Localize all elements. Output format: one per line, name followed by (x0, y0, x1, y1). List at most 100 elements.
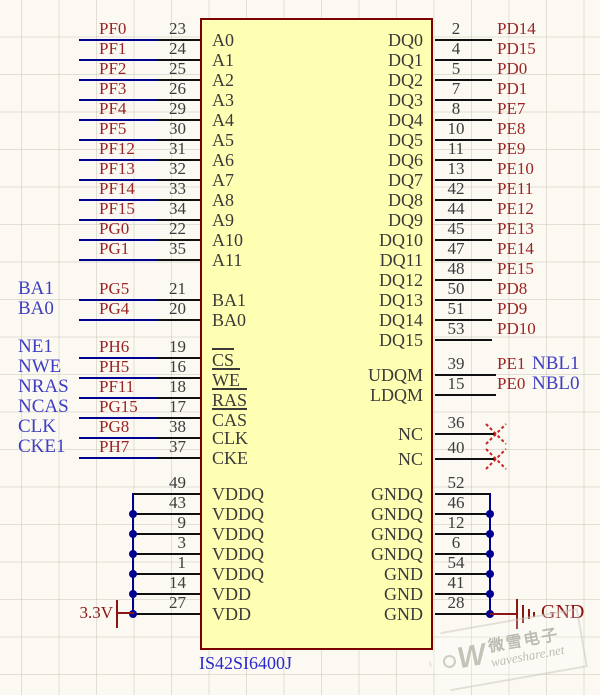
pin-number[interactable]: 7 (451, 79, 461, 98)
pin-number[interactable]: 24 (169, 39, 186, 58)
pin-number[interactable]: 2 (451, 19, 461, 38)
pin-number[interactable]: 35 (169, 239, 186, 258)
net-label-pf4[interactable]: PF4 (99, 99, 127, 118)
wire-pf15[interactable] (79, 219, 159, 221)
net-label-pf14[interactable]: PF14 (99, 179, 135, 198)
pin[interactable] (435, 219, 492, 221)
pin[interactable] (435, 239, 492, 241)
pin-number[interactable]: 14 (169, 573, 186, 592)
pin[interactable] (435, 39, 492, 41)
pin[interactable] (158, 39, 200, 41)
pin-number[interactable]: 38 (169, 417, 186, 436)
port-label-nras[interactable]: NRAS (18, 376, 69, 397)
pin-number[interactable]: 51 (447, 299, 465, 318)
wire-ph5[interactable] (79, 377, 159, 379)
pin-number[interactable]: 45 (447, 219, 465, 238)
pin-number[interactable]: 16 (169, 357, 186, 376)
chip-body[interactable] (200, 18, 433, 650)
pin-number[interactable]: 53 (447, 319, 465, 338)
pin-number[interactable]: 37 (169, 437, 186, 456)
pin-number[interactable]: 12 (447, 513, 465, 532)
pin[interactable] (435, 139, 492, 141)
pin-number[interactable]: 18 (169, 377, 186, 396)
pin-number[interactable]: 17 (169, 397, 186, 416)
pin[interactable] (435, 433, 496, 435)
net-label-pf15[interactable]: PF15 (99, 199, 135, 218)
net-label-pd9[interactable]: PD9 (497, 299, 528, 318)
pin-number[interactable]: 40 (447, 438, 465, 457)
wire-pg4[interactable] (79, 319, 159, 321)
pin-number[interactable]: 33 (169, 179, 186, 198)
pin[interactable] (158, 99, 200, 101)
net-label-pe0[interactable]: PE0 (497, 374, 526, 393)
wire-ph6[interactable] (79, 357, 159, 359)
pin[interactable] (158, 59, 200, 61)
pin-number[interactable]: 47 (447, 239, 465, 258)
pin[interactable] (435, 533, 491, 535)
net-label-pe11[interactable]: PE11 (497, 179, 534, 198)
pin[interactable] (132, 553, 200, 555)
pin-number[interactable]: 44 (447, 199, 465, 218)
pin-number[interactable]: 10 (447, 119, 465, 138)
pin[interactable] (132, 593, 200, 595)
net-label-pf0[interactable]: PF0 (99, 19, 127, 38)
net-label-pd15[interactable]: PD15 (497, 39, 536, 58)
pin[interactable] (158, 179, 200, 181)
pin[interactable] (158, 159, 200, 161)
net-label-pf5[interactable]: PF5 (99, 119, 127, 138)
wire-pf3[interactable] (79, 99, 159, 101)
pin-number[interactable]: 23 (169, 19, 186, 38)
net-label-pf13[interactable]: PF13 (99, 159, 135, 178)
net-label-pg0[interactable]: PG0 (99, 219, 130, 238)
net-label-pf1[interactable]: PF1 (99, 39, 127, 58)
pin-number[interactable]: 8 (451, 99, 461, 118)
pin[interactable] (132, 513, 200, 515)
pin[interactable] (435, 319, 492, 321)
pin[interactable] (158, 357, 200, 359)
net-label-pg15[interactable]: PG15 (99, 397, 138, 416)
pin[interactable] (435, 593, 491, 595)
pin[interactable] (158, 199, 200, 201)
pin-number[interactable]: 22 (169, 219, 186, 238)
wire-ph7[interactable] (79, 457, 159, 459)
pin[interactable] (435, 613, 491, 615)
pin[interactable] (158, 457, 200, 459)
port-label-ba0[interactable]: BA0 (18, 298, 54, 319)
pin-number[interactable]: 25 (169, 59, 186, 78)
pin[interactable] (158, 417, 200, 419)
pin[interactable] (132, 493, 200, 495)
port-label-nwe[interactable]: NWE (18, 356, 62, 377)
net-label-pg5[interactable]: PG5 (99, 279, 130, 298)
pin[interactable] (158, 437, 200, 439)
pin-number[interactable]: 41 (447, 573, 465, 592)
net-label-pf12[interactable]: PF12 (99, 139, 135, 158)
net-label-pe8[interactable]: PE8 (497, 119, 526, 138)
pin-number[interactable]: 39 (447, 354, 465, 373)
pin[interactable] (132, 533, 200, 535)
pin-number[interactable]: 19 (169, 337, 186, 356)
power-gnd-label[interactable]: GND (541, 601, 585, 623)
pin-number[interactable]: 54 (447, 553, 465, 572)
pin-number[interactable]: 4 (451, 39, 461, 58)
pin-number[interactable]: 20 (169, 299, 186, 318)
pin[interactable] (435, 159, 492, 161)
pin[interactable] (435, 573, 491, 575)
net-label-ph6[interactable]: PH6 (99, 337, 130, 356)
pin[interactable] (435, 279, 492, 281)
wire-pg8[interactable] (79, 437, 159, 439)
pin-number[interactable]: 1 (177, 553, 187, 572)
part-number[interactable]: IS42SI6400J (199, 653, 293, 673)
pin[interactable] (158, 319, 200, 321)
pin-number[interactable]: 5 (451, 59, 461, 78)
wire-pg1[interactable] (79, 259, 159, 261)
net-label-pd0[interactable]: PD0 (497, 59, 528, 78)
net-label-pe7[interactable]: PE7 (497, 99, 526, 118)
pin-number[interactable]: 43 (169, 493, 186, 512)
net-label-pe12[interactable]: PE12 (497, 199, 534, 218)
net-label-pf3[interactable]: PF3 (99, 79, 127, 98)
net-label-pe10[interactable]: PE10 (497, 159, 534, 178)
wire-pf11[interactable] (79, 397, 159, 399)
port-label-ncas[interactable]: NCAS (18, 396, 69, 417)
pin[interactable] (435, 59, 492, 61)
port-label-nbl0[interactable]: NBL0 (532, 373, 580, 394)
